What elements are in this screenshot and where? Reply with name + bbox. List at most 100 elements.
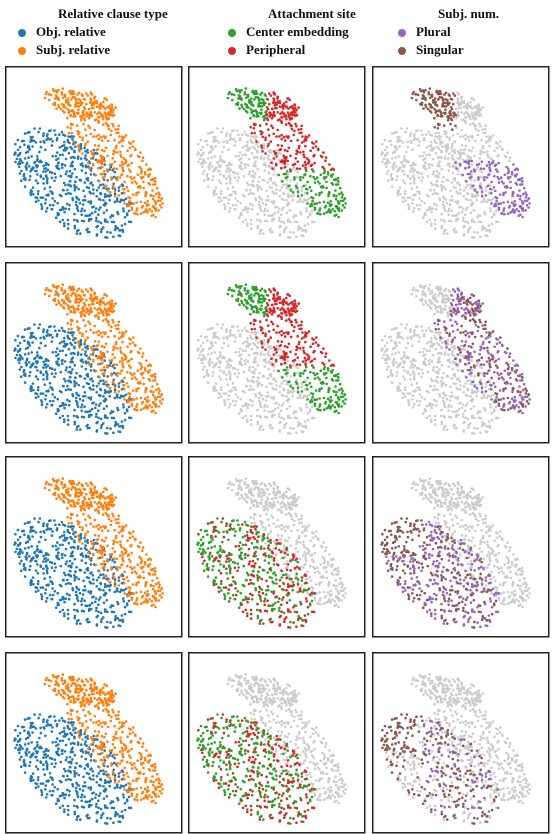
point <box>201 361 204 365</box>
point <box>267 330 271 333</box>
point <box>522 186 526 190</box>
point <box>251 141 254 145</box>
point <box>101 165 104 169</box>
point <box>441 145 444 148</box>
point <box>71 394 75 398</box>
point <box>233 144 237 147</box>
point <box>248 366 252 369</box>
point <box>236 199 240 203</box>
point <box>126 360 130 363</box>
point <box>77 132 80 136</box>
point <box>142 211 145 214</box>
point <box>61 218 65 222</box>
point <box>116 374 119 378</box>
point <box>273 217 276 221</box>
point <box>94 207 98 210</box>
point <box>309 360 313 363</box>
point <box>255 414 259 418</box>
point <box>269 148 272 152</box>
point <box>262 232 265 235</box>
point <box>262 98 265 102</box>
point <box>292 427 295 430</box>
point <box>84 150 87 153</box>
point <box>14 160 17 164</box>
point <box>113 371 116 375</box>
point <box>206 157 210 160</box>
point <box>74 180 77 184</box>
point <box>91 348 94 351</box>
point <box>322 171 326 175</box>
point <box>157 191 160 194</box>
point <box>97 166 100 170</box>
point <box>58 193 62 197</box>
point <box>76 209 80 212</box>
point <box>73 408 76 412</box>
point <box>227 202 230 205</box>
point <box>45 371 48 374</box>
point <box>86 347 89 350</box>
point <box>270 382 274 386</box>
point <box>430 210 433 214</box>
point <box>263 213 266 217</box>
point <box>277 415 281 418</box>
point <box>62 377 66 381</box>
point <box>401 200 405 203</box>
point <box>90 106 94 110</box>
point <box>49 137 53 141</box>
point <box>245 103 248 107</box>
point <box>205 172 209 176</box>
point <box>318 191 321 195</box>
point <box>125 409 129 413</box>
point <box>471 201 474 205</box>
point <box>245 377 249 381</box>
point <box>105 405 109 408</box>
point <box>41 196 45 199</box>
point <box>213 351 216 354</box>
point <box>69 135 72 139</box>
point <box>127 220 131 223</box>
point <box>46 364 50 368</box>
point <box>99 402 102 405</box>
point <box>105 236 109 239</box>
point <box>260 132 263 136</box>
point <box>63 418 66 421</box>
point <box>424 161 427 165</box>
point <box>421 216 425 219</box>
point <box>91 157 95 160</box>
point <box>415 203 419 207</box>
point <box>112 363 116 366</box>
point <box>302 229 305 232</box>
point <box>263 219 267 223</box>
point <box>247 147 251 151</box>
point <box>120 137 124 141</box>
point <box>77 328 80 332</box>
point <box>285 183 288 186</box>
point <box>60 93 64 96</box>
point <box>429 103 432 107</box>
point <box>476 216 479 219</box>
point <box>280 382 283 385</box>
point <box>289 179 292 182</box>
point <box>247 157 251 161</box>
point <box>99 113 103 116</box>
point <box>118 135 121 138</box>
point <box>89 398 92 401</box>
point <box>160 393 164 396</box>
point <box>263 207 267 210</box>
point <box>425 146 429 149</box>
point <box>285 351 288 355</box>
point <box>156 395 160 399</box>
point <box>312 220 316 224</box>
point <box>211 326 214 330</box>
point <box>336 179 340 183</box>
point <box>241 329 244 332</box>
point <box>202 375 206 378</box>
point <box>50 176 54 180</box>
point <box>266 377 270 380</box>
point <box>299 151 302 154</box>
point <box>473 116 476 119</box>
panel <box>188 66 366 248</box>
point <box>443 205 446 208</box>
point <box>30 334 33 337</box>
point <box>249 398 252 402</box>
